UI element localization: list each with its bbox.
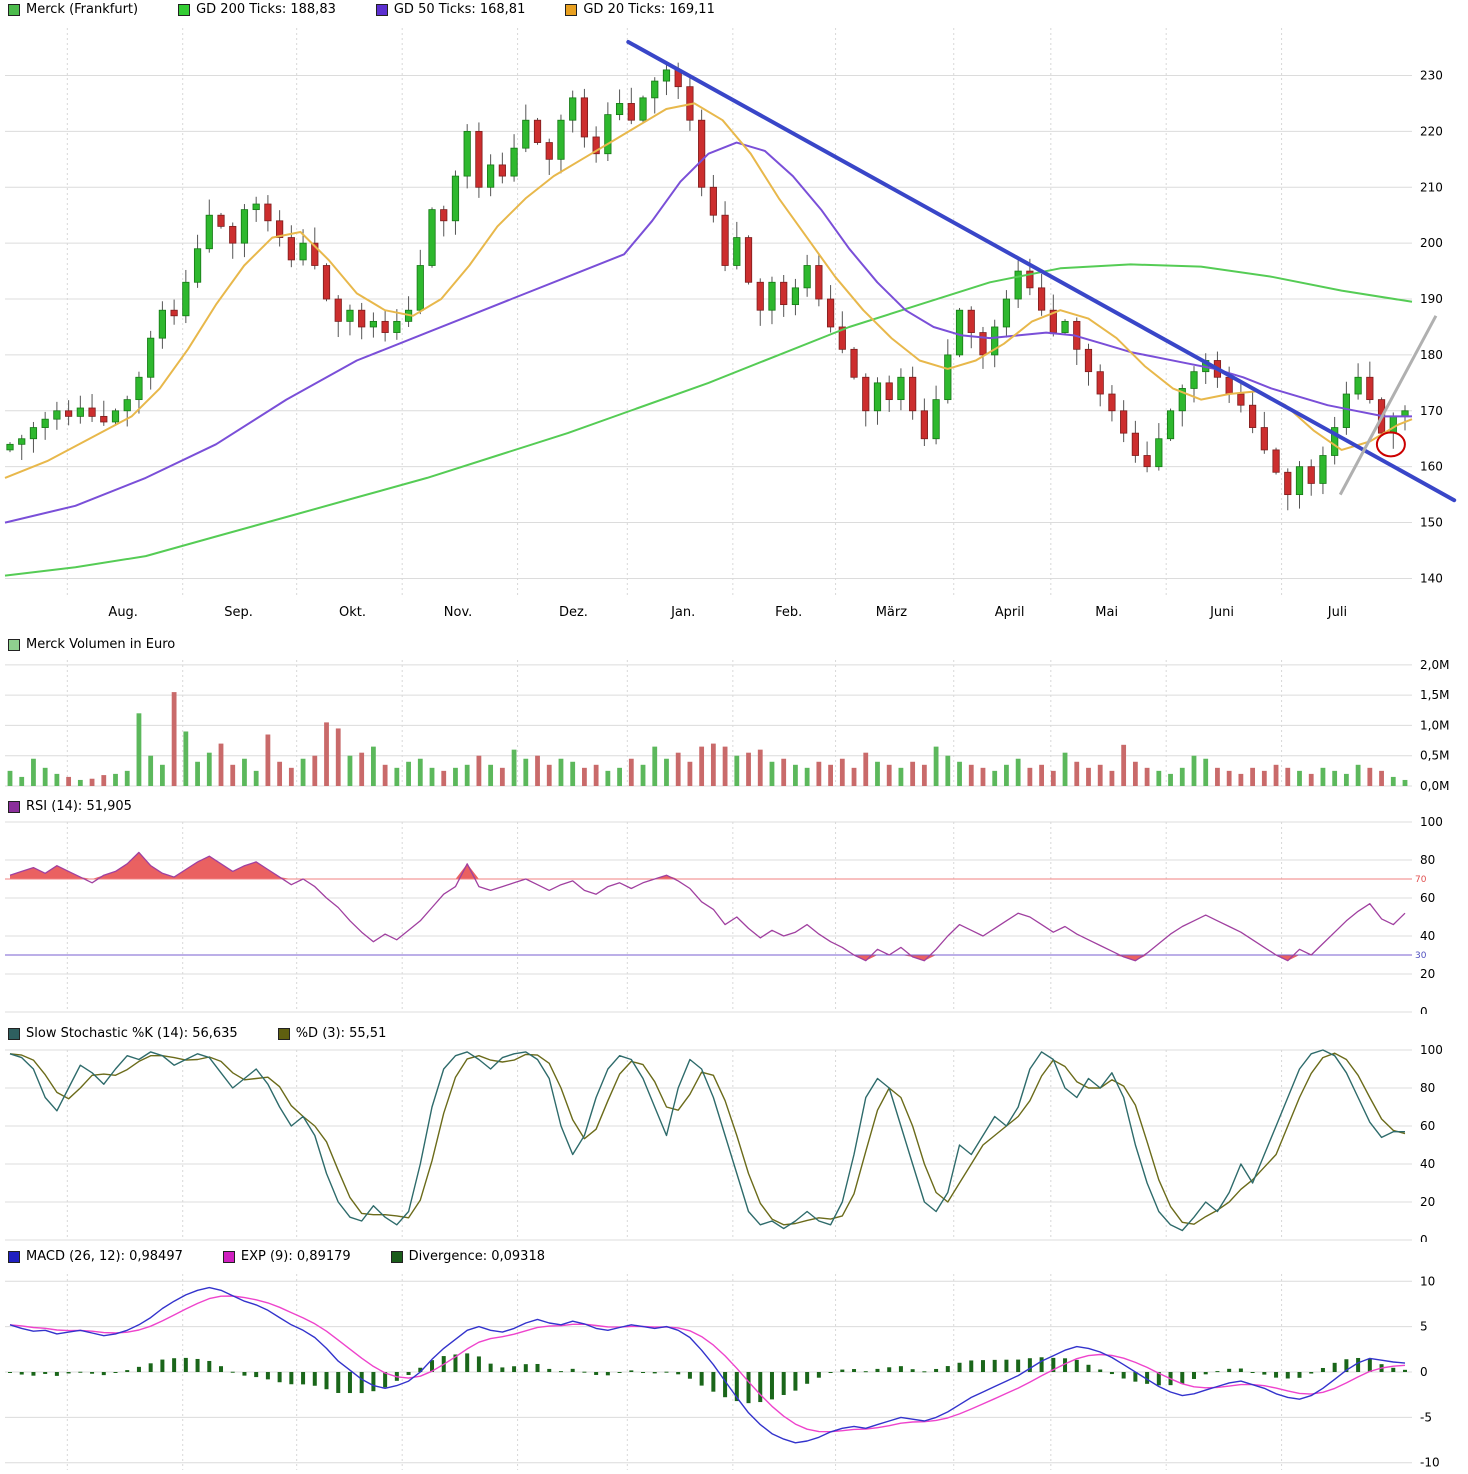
svg-text:10: 10 xyxy=(1420,1274,1435,1288)
volume-bar-chart: 2,0M 1,5M 1,0M 0,5M 0,0M xyxy=(5,658,1449,793)
svg-text:1,0M: 1,0M xyxy=(1420,718,1449,732)
svg-text:0,5M: 0,5M xyxy=(1420,749,1449,763)
svg-text:200: 200 xyxy=(1420,236,1443,250)
stoch-k-label: Slow Stochastic %K (14): 56,635 xyxy=(26,1026,238,1041)
exp-label: EXP (9): 0,89179 xyxy=(240,1249,351,1264)
stoch-k-swatch-icon xyxy=(8,1027,20,1040)
svg-text:Dez.: Dez. xyxy=(559,605,588,620)
svg-text:70: 70 xyxy=(1415,875,1427,885)
rsi-label: RSI (14): 51,905 xyxy=(26,799,132,814)
macd-label: MACD (26, 12): 0,98497 xyxy=(26,1249,183,1264)
svg-text:160: 160 xyxy=(1420,460,1443,474)
legend-item-macd: MACD (26, 12): 0,98497 xyxy=(8,1249,183,1264)
stochastic-legend: Slow Stochastic %K (14): 56,635 %D (3): … xyxy=(8,1026,386,1041)
rsi-legend: RSI (14): 51,905 xyxy=(8,799,132,814)
gd50-swatch-icon xyxy=(375,3,388,16)
symbol-swatch-icon xyxy=(8,3,20,16)
exp-swatch-icon xyxy=(222,1250,235,1263)
svg-text:Sep.: Sep. xyxy=(224,605,253,620)
legend-item-gd50: GD 50 Ticks: 168,81 xyxy=(375,2,526,17)
svg-text:Okt.: Okt. xyxy=(339,605,366,620)
gd50-label: GD 50 Ticks: 168,81 xyxy=(393,2,526,17)
volume-legend: Merck Volumen in Euro xyxy=(8,637,175,652)
legend-item-rsi: RSI (14): 51,905 xyxy=(8,799,132,814)
svg-text:80: 80 xyxy=(1420,853,1435,867)
svg-text:220: 220 xyxy=(1420,124,1443,138)
svg-text:0,0M: 0,0M xyxy=(1420,779,1449,793)
svg-text:Juli: Juli xyxy=(1327,605,1347,620)
svg-text:0: 0 xyxy=(1420,1233,1428,1242)
svg-text:100: 100 xyxy=(1420,1043,1443,1057)
svg-text:0: 0 xyxy=(1420,1005,1428,1014)
gd200-swatch-icon xyxy=(178,3,191,16)
svg-text:140: 140 xyxy=(1420,571,1443,585)
macd-legend: MACD (26, 12): 0,98497 EXP (9): 0,89179 … xyxy=(8,1249,545,1264)
svg-text:100: 100 xyxy=(1420,815,1443,829)
svg-text:40: 40 xyxy=(1420,1157,1435,1171)
svg-text:Aug.: Aug. xyxy=(108,605,138,620)
svg-text:180: 180 xyxy=(1420,348,1443,362)
legend-item-divergence: Divergence: 0,09318 xyxy=(390,1249,545,1264)
legend-item-gd20: GD 20 Ticks: 169,11 xyxy=(565,2,715,17)
gd20-label: GD 20 Ticks: 169,11 xyxy=(583,2,715,17)
legend-item-gd200: GD 200 Ticks: 188,83 xyxy=(178,2,336,17)
divergence-label: Divergence: 0,09318 xyxy=(408,1249,545,1264)
svg-text:2,0M: 2,0M xyxy=(1420,658,1449,672)
svg-text:30: 30 xyxy=(1415,951,1427,961)
svg-text:230: 230 xyxy=(1420,69,1443,83)
svg-text:0: 0 xyxy=(1420,1365,1428,1379)
gd20-swatch-icon xyxy=(565,3,578,16)
svg-text:März: März xyxy=(876,605,908,620)
svg-text:Jan.: Jan. xyxy=(670,605,695,620)
price-candlestick-chart: 230 220 210 200 190 180 170 160 150 140 Aug. Sep. Ok… xyxy=(4,28,1457,620)
symbol-label: Merck (Frankfurt) xyxy=(26,2,139,17)
svg-text:60: 60 xyxy=(1420,891,1435,905)
svg-text:Mai: Mai xyxy=(1095,605,1118,620)
macd-swatch-icon xyxy=(8,1250,20,1263)
svg-text:80: 80 xyxy=(1420,1081,1435,1095)
price-legend: Merck (Frankfurt) GD 200 Ticks: 188,83 G… xyxy=(8,2,715,17)
gd200-label: GD 200 Ticks: 188,83 xyxy=(196,2,336,17)
divergence-swatch-icon xyxy=(390,1250,403,1263)
rsi-swatch-icon xyxy=(8,800,20,813)
svg-text:Nov.: Nov. xyxy=(444,605,473,620)
legend-item-volume: Merck Volumen in Euro xyxy=(8,637,175,652)
svg-text:20: 20 xyxy=(1420,967,1435,981)
svg-text:40: 40 xyxy=(1420,929,1435,943)
legend-item-symbol: Merck (Frankfurt) xyxy=(8,2,138,17)
svg-text:-10: -10 xyxy=(1420,1456,1440,1470)
svg-text:170: 170 xyxy=(1420,404,1443,418)
stoch-d-swatch-icon xyxy=(277,1027,290,1040)
svg-text:1,5M: 1,5M xyxy=(1420,688,1449,702)
svg-text:190: 190 xyxy=(1420,292,1443,306)
svg-text:5: 5 xyxy=(1420,1320,1428,1334)
svg-text:Juni: Juni xyxy=(1209,605,1234,620)
volume-swatch-icon xyxy=(8,638,20,651)
stoch-d-label: %D (3): 55,51 xyxy=(295,1026,387,1041)
macd-chart: 10 5 0 -5 -10 xyxy=(5,1274,1440,1470)
volume-label: Merck Volumen in Euro xyxy=(26,637,176,652)
legend-item-exp: EXP (9): 0,89179 xyxy=(222,1249,351,1264)
svg-text:210: 210 xyxy=(1420,180,1443,194)
svg-text:20: 20 xyxy=(1420,1195,1435,1209)
svg-text:Feb.: Feb. xyxy=(775,605,802,620)
stochastic-line-chart: 100 80 60 40 20 0 xyxy=(5,1043,1443,1242)
svg-text:-5: -5 xyxy=(1420,1410,1432,1424)
rsi-line-chart: 100 80 60 40 20 0 70 30 xyxy=(5,815,1443,1014)
legend-item-stoch-d: %D (3): 55,51 xyxy=(277,1026,387,1041)
legend-item-stoch-k: Slow Stochastic %K (14): 56,635 xyxy=(8,1026,238,1041)
svg-text:150: 150 xyxy=(1420,516,1443,530)
svg-text:60: 60 xyxy=(1420,1119,1435,1133)
svg-text:April: April xyxy=(995,605,1025,620)
